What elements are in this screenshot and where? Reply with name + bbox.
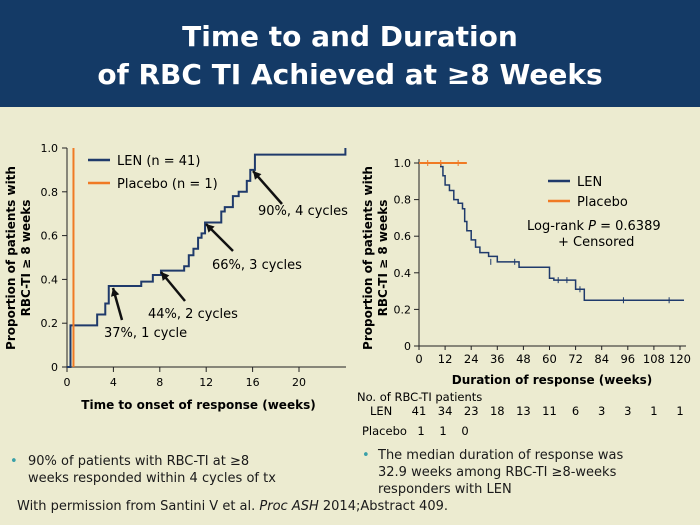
risk-table-value: 23 bbox=[464, 404, 479, 418]
annotation-arrow-head bbox=[253, 171, 262, 180]
y-axis-title-line-1: Proportion of patients with bbox=[361, 166, 375, 350]
risk-table-value: 3 bbox=[624, 404, 631, 418]
bullet-right-line-2: 32.9 weeks among RBC-TI ≥8-weeks bbox=[378, 465, 617, 480]
risk-table-value: 1 bbox=[417, 424, 424, 438]
slide-title-line-2: of RBC TI Achieved at ≥8 Weeks bbox=[97, 58, 603, 91]
y-tick-label: 0.2 bbox=[394, 303, 412, 316]
y-tick-label: 0.8 bbox=[41, 186, 59, 199]
credit-suffix: 2014;Abstract 409. bbox=[318, 499, 448, 514]
x-tick-label: 8 bbox=[156, 376, 163, 389]
x-tick-label: 0 bbox=[415, 352, 422, 366]
bullet-right-line-3: responders with LEN bbox=[378, 482, 512, 497]
x-tick-label: 108 bbox=[643, 352, 665, 366]
legend-len-label: LEN (n = 41) bbox=[117, 154, 200, 169]
y-tick-label: 0.4 bbox=[41, 273, 59, 286]
slide-title-line-1: Time to and Duration bbox=[182, 20, 518, 53]
y-tick-label: 0 bbox=[404, 340, 411, 353]
risk-table-value: 1 bbox=[650, 404, 657, 418]
y-tick-label: 0.8 bbox=[394, 194, 412, 207]
annotation-label: 66%, 3 cycles bbox=[212, 258, 302, 273]
logrank-prefix: Log-rank bbox=[527, 219, 588, 234]
series-len-line bbox=[67, 148, 347, 368]
risk-table-row-label: LEN bbox=[370, 404, 392, 418]
credit-journal: Proc ASH bbox=[259, 499, 319, 514]
risk-table-value: 1 bbox=[676, 404, 683, 418]
x-tick-label: 12 bbox=[438, 352, 453, 366]
annotation-label: 90%, 4 cycles bbox=[258, 204, 348, 219]
title-bar: Time to and Duration of RBC TI Achieved … bbox=[0, 0, 700, 107]
annotation-label: 37%, 1 cycle bbox=[104, 326, 187, 341]
logrank-annotation: Log-rank P = 0.6389 bbox=[527, 219, 661, 234]
x-tick-label: 120 bbox=[669, 352, 691, 366]
annotation-label: 44%, 2 cycles bbox=[148, 307, 238, 322]
risk-table-value: 3 bbox=[598, 404, 605, 418]
censored-legend: + Censored bbox=[558, 235, 634, 250]
bullet-right-line-1: The median duration of response was bbox=[378, 448, 624, 463]
annotation-arrow-head bbox=[110, 288, 120, 297]
x-tick-label: 24 bbox=[464, 352, 479, 366]
y-axis-title: Proportion of patients withRBC-TI ≥ 8 we… bbox=[4, 166, 33, 350]
x-tick-label: 0 bbox=[64, 376, 71, 389]
x-tick-label: 96 bbox=[620, 352, 635, 366]
chart-duration-of-response: 00.20.40.60.81.00 12 24 36 48 60 72 84 96 108 120D… bbox=[357, 157, 691, 438]
risk-table-value: 0 bbox=[461, 424, 468, 438]
y-axis-title-line-2: RBC-TI ≥ 8 weeks bbox=[376, 200, 390, 317]
x-tick-label: 72 bbox=[568, 352, 583, 366]
risk-table-value: 1 bbox=[439, 424, 446, 438]
annotation-arrow-head bbox=[161, 272, 170, 281]
risk-table-row-label: Placebo bbox=[362, 424, 407, 438]
risk-table-value: 13 bbox=[516, 404, 531, 418]
chart-time-to-onset: 0 0.2 0.4 0.6 0.8 1.0 0 4 8 12 16 20 Time to onset o… bbox=[4, 142, 348, 412]
risk-table-value: 6 bbox=[572, 404, 579, 418]
x-axis-title: Time to onset of response (weeks) bbox=[81, 398, 315, 412]
x-tick-label: 84 bbox=[594, 352, 609, 366]
y-axis-title-line-2: RBC-TI ≥ 8 weeks bbox=[19, 200, 33, 317]
bullet-left-line-1: 90% of patients with RBC-TI at ≥8 bbox=[28, 454, 250, 469]
x-tick-label: 20 bbox=[292, 376, 306, 389]
y-tick-label: 0.2 bbox=[41, 317, 59, 330]
y-tick-label: 0.6 bbox=[394, 230, 412, 243]
risk-table-value: 41 bbox=[412, 404, 427, 418]
y-axis-title-line-1: Proportion of patients with bbox=[4, 166, 18, 350]
annotation-arrow-head bbox=[206, 224, 215, 233]
y-tick-label: 1.0 bbox=[41, 142, 59, 155]
bullet-right: • The median duration of response was 32… bbox=[362, 447, 623, 498]
credit-line: With permission from Santini V et al. Pr… bbox=[17, 499, 448, 514]
y-tick-label: 0 bbox=[51, 361, 58, 374]
x-tick-label: 16 bbox=[246, 376, 260, 389]
x-tick-label: 4 bbox=[110, 376, 117, 389]
risk-table-value: 34 bbox=[438, 404, 453, 418]
risk-table-value: 18 bbox=[490, 404, 505, 418]
bullet-dot-icon: • bbox=[362, 448, 370, 463]
legend-len-label: LEN bbox=[577, 175, 602, 190]
y-axis-title: Proportion of patients withRBC-TI ≥ 8 we… bbox=[361, 166, 390, 350]
risk-table-title: No. of RBC-TI patients bbox=[357, 390, 482, 404]
logrank-p: P bbox=[588, 219, 596, 234]
y-tick-label: 0.6 bbox=[41, 230, 59, 243]
x-axis-title: Duration of response (weeks) bbox=[452, 373, 652, 387]
x-tick-label: 12 bbox=[199, 376, 213, 389]
legend-placebo-label: Placebo (n = 1) bbox=[117, 177, 218, 192]
legend-placebo-label: Placebo bbox=[577, 195, 628, 210]
y-tick-label: 0.4 bbox=[394, 267, 412, 280]
credit-prefix: With permission from Santini V et al. bbox=[17, 499, 260, 514]
logrank-value: = 0.6389 bbox=[596, 219, 661, 234]
bullet-dot-icon: • bbox=[10, 454, 18, 469]
bullet-left-line-2: weeks responded within 4 cycles of tx bbox=[28, 471, 276, 486]
bullet-left: • 90% of patients with RBC-TI at ≥8 week… bbox=[10, 453, 276, 487]
x-tick-label: 36 bbox=[490, 352, 505, 366]
risk-table-value: 11 bbox=[542, 404, 557, 418]
x-tick-label: 60 bbox=[542, 352, 557, 366]
y-tick-label: 1.0 bbox=[394, 157, 412, 170]
x-tick-label: 48 bbox=[516, 352, 531, 366]
